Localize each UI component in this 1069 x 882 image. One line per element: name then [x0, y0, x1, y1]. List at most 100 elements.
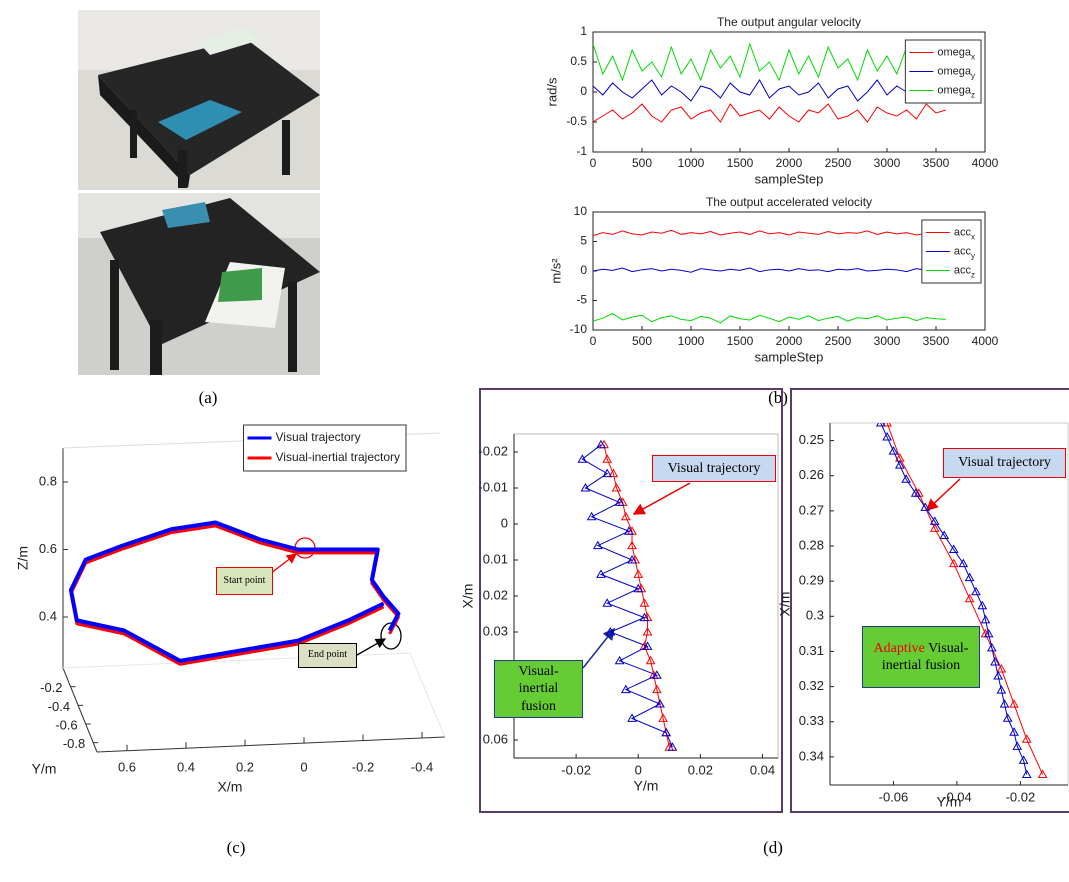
x-tick-label: 500	[632, 334, 652, 348]
y-tick-label: 0.28	[799, 537, 824, 552]
legend-label: Visual trajectory	[276, 430, 361, 444]
marker-triangle	[633, 583, 644, 593]
z-tick-label: 0.4	[39, 608, 57, 623]
legend-name: omega	[937, 84, 972, 96]
marker-triangle	[605, 626, 616, 636]
marker-triangle	[661, 727, 672, 737]
x-tick-label: 0	[590, 334, 597, 348]
legend-name: Visual trajectory	[276, 430, 361, 444]
marker-triangle	[611, 482, 622, 492]
marker-triangle	[977, 600, 988, 610]
marker-triangle	[580, 482, 591, 492]
y-tick-label: -10	[570, 322, 588, 336]
arrow	[632, 482, 691, 515]
annotation: Visual trajectory	[652, 455, 776, 482]
marker-triangle	[964, 593, 975, 603]
photo-top	[78, 10, 320, 190]
marker-triangle	[996, 664, 1007, 673]
y-tick-label: -0.4	[48, 699, 70, 714]
panel-label: (d)	[763, 838, 783, 857]
panel-frame	[790, 388, 1069, 813]
series-line	[593, 79, 947, 102]
marker-triangle	[983, 628, 994, 638]
x-tick-label: 0	[590, 156, 597, 170]
legend-name: acc	[954, 226, 972, 238]
x-tick-label: -0.04	[942, 789, 972, 804]
marker-triangle	[980, 614, 991, 624]
y-tick-label: 0.26	[799, 467, 824, 482]
legend-name: acc	[954, 245, 972, 257]
marker-triangle	[602, 468, 613, 478]
marker-triangle	[596, 569, 606, 578]
x-tick-label: 2500	[825, 156, 852, 170]
x-tick-label: -0.2	[352, 759, 374, 774]
panel-label: (c)	[227, 838, 246, 857]
x-tick-label: -0.02	[1006, 789, 1036, 804]
marker-triangle	[608, 468, 619, 478]
marker-triangle	[1012, 741, 1023, 750]
arrow	[356, 638, 387, 656]
y-tick-label: -5	[576, 293, 587, 307]
y-tick-label: -1	[576, 144, 587, 158]
series-line	[593, 312, 946, 324]
y-tick-label: 0.34	[799, 748, 824, 763]
marker-triangle	[614, 655, 625, 665]
marker-triangle	[964, 572, 975, 582]
y-tick-label: 0.5	[570, 54, 587, 68]
marker-triangle	[667, 742, 678, 751]
y-tick-label: 1	[580, 24, 587, 38]
y-tick-label: 0.3	[806, 608, 824, 623]
z-axis-label: Z/m	[15, 546, 31, 570]
y-tick-label: 5	[580, 234, 587, 248]
marker-triangle	[614, 497, 625, 506]
y-tick-label: 0.03	[483, 623, 508, 638]
marker-triangle	[645, 655, 656, 665]
y-tick-label: 0.33	[799, 713, 824, 728]
marker-triangle	[642, 641, 653, 650]
marker-triangle	[624, 526, 634, 535]
x-tick-label: -0.4	[411, 759, 433, 774]
legend-label: Visual-inertial trajectory	[276, 450, 401, 464]
marker-triangle	[948, 558, 959, 568]
marker-triangle	[929, 516, 940, 525]
photo-bottom	[78, 193, 320, 375]
legend-subscript: x	[971, 52, 975, 61]
marker-triangle	[592, 540, 603, 550]
legend-name: omega	[937, 46, 972, 58]
x-tick-label: 0	[300, 759, 307, 774]
y-axis-label: m/s²	[548, 258, 563, 284]
marker-triangle	[971, 586, 981, 596]
legend-subscript: y	[971, 251, 975, 260]
x-axis-label: Y/m	[634, 778, 659, 794]
series-line	[593, 42, 947, 82]
legend-label: accy	[954, 245, 975, 260]
marker-triangle	[875, 423, 886, 427]
annotation: Visual-inertial fusion	[494, 660, 583, 718]
marker-triangle	[602, 454, 613, 463]
annotation-text: Visual-inertial fusion	[881, 640, 969, 674]
marker-triangle	[620, 511, 631, 521]
marker-triangle	[642, 626, 653, 636]
marker-triangle	[894, 460, 905, 469]
marker-triangle	[596, 439, 606, 449]
x-tick-label: 4000	[972, 334, 999, 348]
annotation: Adaptive Visual-inertial fusion	[862, 626, 980, 688]
x-tick-label: 1000	[678, 156, 705, 170]
y-tick-label: -0.01	[478, 479, 508, 494]
marker-triangle	[658, 713, 668, 722]
marker-triangle	[620, 684, 631, 694]
annotation: End point	[298, 643, 357, 668]
marker-triangle	[882, 423, 892, 427]
marker-triangle	[1002, 713, 1013, 722]
y-tick-label: -0.8	[63, 736, 85, 751]
marker-triangle	[958, 558, 969, 568]
legend-label: omegax	[937, 46, 975, 61]
plot-area	[593, 42, 947, 123]
annotation: Start point	[216, 567, 273, 595]
panel-label: (b)	[768, 388, 788, 407]
marker-triangle	[639, 612, 650, 622]
marker-triangle	[639, 598, 650, 607]
